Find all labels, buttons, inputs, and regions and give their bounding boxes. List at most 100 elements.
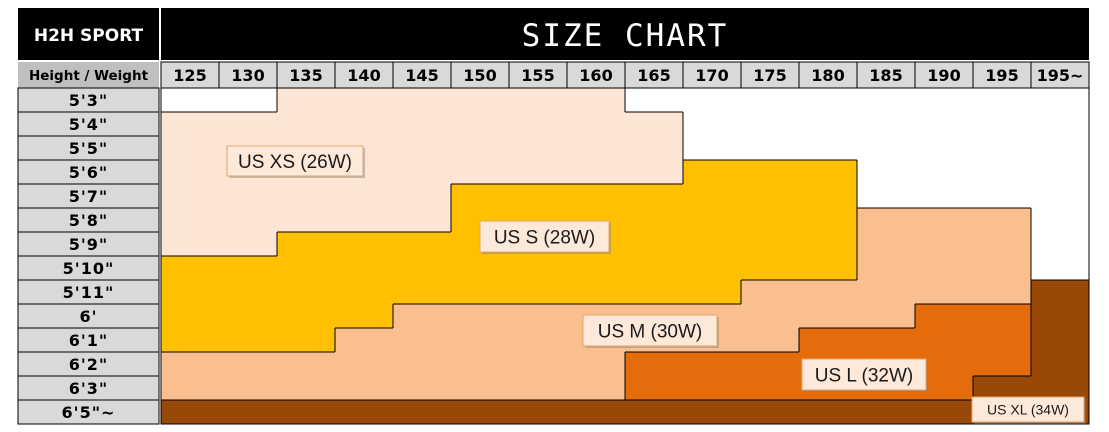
size-cell bbox=[161, 136, 220, 161]
size-cell bbox=[393, 352, 452, 377]
size-cell bbox=[451, 256, 510, 281]
weight-tick-label: 195~ bbox=[1037, 66, 1084, 85]
size-cell bbox=[625, 112, 684, 137]
height-header-cell bbox=[17, 135, 160, 161]
size-cell bbox=[393, 280, 452, 305]
size-cell bbox=[335, 400, 394, 425]
size-cell bbox=[1031, 136, 1090, 161]
size-cell bbox=[1031, 232, 1090, 257]
size-cell bbox=[625, 160, 684, 185]
size-cell bbox=[1031, 304, 1090, 329]
size-cell bbox=[683, 232, 742, 257]
size-label-m: US M (30W) bbox=[598, 321, 703, 342]
size-cell bbox=[625, 88, 684, 113]
size-cell bbox=[451, 400, 510, 425]
height-header-cell bbox=[17, 327, 160, 353]
size-cell bbox=[277, 256, 336, 281]
size-cell bbox=[1031, 376, 1090, 401]
size-cell bbox=[219, 184, 278, 209]
size-cell bbox=[973, 112, 1032, 137]
size-cell bbox=[335, 376, 394, 401]
weight-header-cell bbox=[856, 61, 916, 89]
size-cell bbox=[683, 136, 742, 161]
size-label-xs: US XS (26W) bbox=[238, 152, 352, 173]
size-cell bbox=[161, 352, 220, 377]
size-cell bbox=[741, 136, 800, 161]
size-cell bbox=[161, 256, 220, 281]
size-cell bbox=[683, 352, 742, 377]
size-cell bbox=[799, 304, 858, 329]
size-cell bbox=[219, 232, 278, 257]
height-header-cell bbox=[17, 279, 160, 305]
size-cell bbox=[915, 304, 974, 329]
size-cell bbox=[509, 376, 568, 401]
size-cell bbox=[277, 184, 336, 209]
size-cell bbox=[683, 400, 742, 425]
height-header-cell bbox=[17, 351, 160, 377]
size-cell bbox=[799, 160, 858, 185]
weight-tick-label: 160 bbox=[579, 66, 612, 85]
size-cell bbox=[277, 376, 336, 401]
weight-header-cell bbox=[508, 61, 568, 89]
size-cell bbox=[1031, 88, 1090, 113]
size-cell bbox=[393, 112, 452, 137]
size-cell bbox=[857, 160, 916, 185]
weight-tick-label: 185 bbox=[869, 66, 902, 85]
size-cell bbox=[567, 112, 626, 137]
size-cell bbox=[857, 400, 916, 425]
size-cell bbox=[1031, 280, 1090, 305]
size-cell bbox=[741, 88, 800, 113]
size-cell bbox=[973, 256, 1032, 281]
size-cell bbox=[393, 256, 452, 281]
size-cell bbox=[161, 400, 220, 425]
corner-label: Height / Weight bbox=[29, 68, 149, 84]
size-cell bbox=[799, 88, 858, 113]
size-label-box bbox=[971, 396, 1085, 423]
size-cell bbox=[277, 400, 336, 425]
size-cell bbox=[509, 184, 568, 209]
size-cell bbox=[915, 256, 974, 281]
size-cell bbox=[567, 280, 626, 305]
size-cell bbox=[277, 328, 336, 353]
size-cell bbox=[625, 376, 684, 401]
size-cell bbox=[973, 208, 1032, 233]
height-header-cell bbox=[17, 111, 160, 137]
size-cell bbox=[741, 376, 800, 401]
size-cell bbox=[393, 232, 452, 257]
size-cell bbox=[277, 352, 336, 377]
size-cell bbox=[567, 376, 626, 401]
size-cell bbox=[451, 376, 510, 401]
weight-tick-label: 195 bbox=[985, 66, 1018, 85]
weight-tick-label: 155 bbox=[521, 66, 554, 85]
size-cell bbox=[799, 136, 858, 161]
size-cell bbox=[973, 184, 1032, 209]
size-cell bbox=[741, 352, 800, 377]
size-cell bbox=[161, 328, 220, 353]
size-label-xl: US XL (34W) bbox=[987, 402, 1069, 418]
size-cell bbox=[451, 88, 510, 113]
size-cell bbox=[973, 304, 1032, 329]
height-tick-label: 5'6" bbox=[69, 163, 109, 182]
size-cell bbox=[567, 136, 626, 161]
height-tick-label: 5'11" bbox=[63, 283, 115, 302]
size-cell bbox=[625, 400, 684, 425]
size-cell bbox=[161, 112, 220, 137]
body-frame bbox=[160, 87, 1090, 425]
height-axis: 5'3" 5'4" 5'5" 5'6" 5'7" 5'8" 5'9" 5'10" 5'11" 6'… bbox=[17, 87, 160, 425]
size-cell bbox=[1031, 112, 1090, 137]
size-cell bbox=[683, 88, 742, 113]
size-cell bbox=[973, 376, 1032, 401]
weight-tick-label: 175 bbox=[753, 66, 786, 85]
size-boundaries bbox=[161, 88, 1089, 401]
size-cell bbox=[393, 376, 452, 401]
weight-tick-label: 135 bbox=[289, 66, 322, 85]
size-cell bbox=[509, 112, 568, 137]
height-header-cell bbox=[17, 183, 160, 209]
size-cell bbox=[625, 136, 684, 161]
size-cell bbox=[335, 88, 394, 113]
weight-header-cell bbox=[624, 61, 684, 89]
size-cell bbox=[393, 208, 452, 233]
size-cell bbox=[857, 304, 916, 329]
size-cell bbox=[219, 352, 278, 377]
